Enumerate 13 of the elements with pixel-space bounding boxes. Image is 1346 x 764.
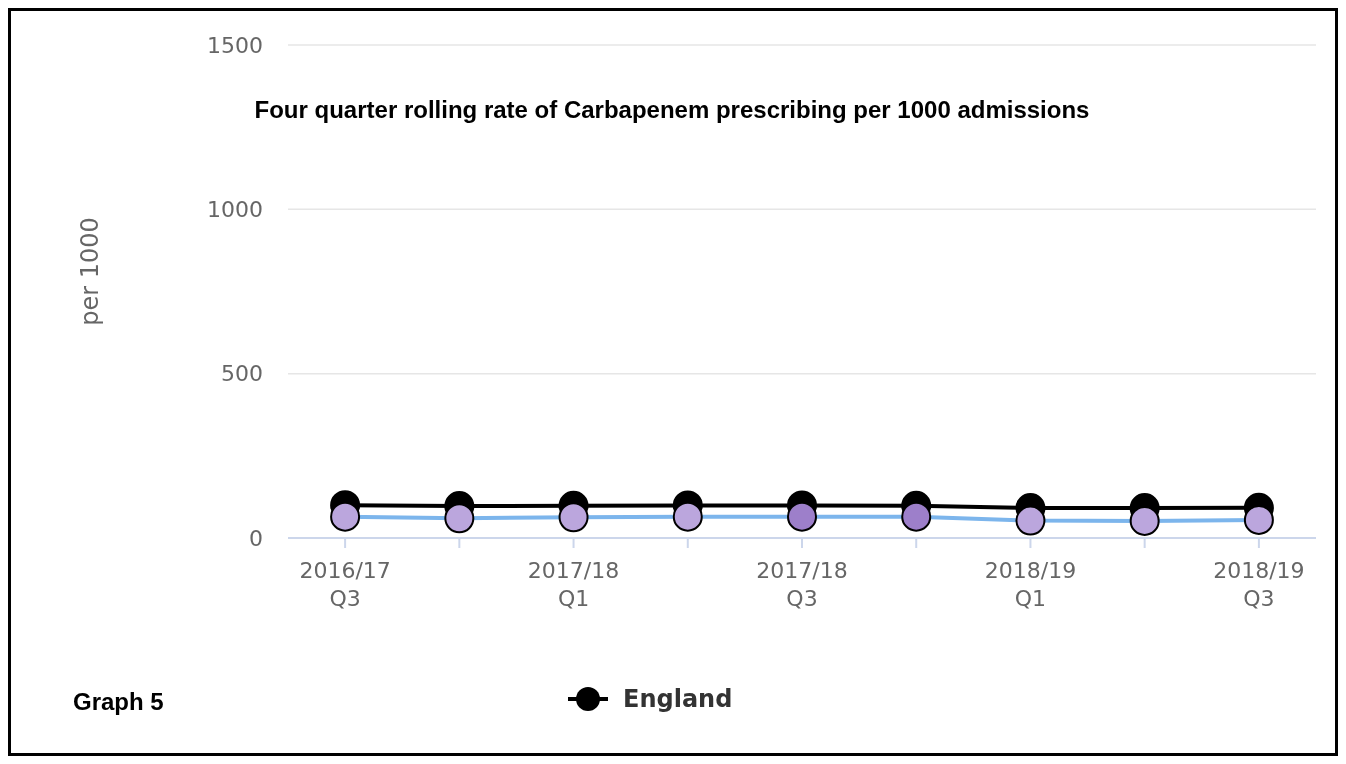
y-tick-label: 0 bbox=[249, 525, 263, 551]
x-tick-label: 2016/17 Q3 bbox=[299, 558, 391, 611]
y-tick-label: 1500 bbox=[207, 32, 263, 58]
x-tick-label: 2017/18 Q1 bbox=[527, 558, 620, 611]
text: Four quarter rolling rate of Carbapenem prescribing per 1000 admissions bbox=[254, 96, 1090, 123]
y-tick-label: 1000 bbox=[207, 197, 263, 223]
legend-label: England bbox=[623, 685, 733, 714]
y-tick-label: 500 bbox=[221, 361, 263, 387]
x-tick-label: 2017/18 Q3 bbox=[756, 558, 848, 611]
y-axis-title: per 1000 bbox=[76, 217, 104, 326]
x-tick-label: 2018/19 Q3 bbox=[1213, 558, 1305, 611]
x-tick-label: 2018/19 Q1 bbox=[984, 558, 1077, 611]
caption: Graph 5 bbox=[73, 688, 164, 715]
